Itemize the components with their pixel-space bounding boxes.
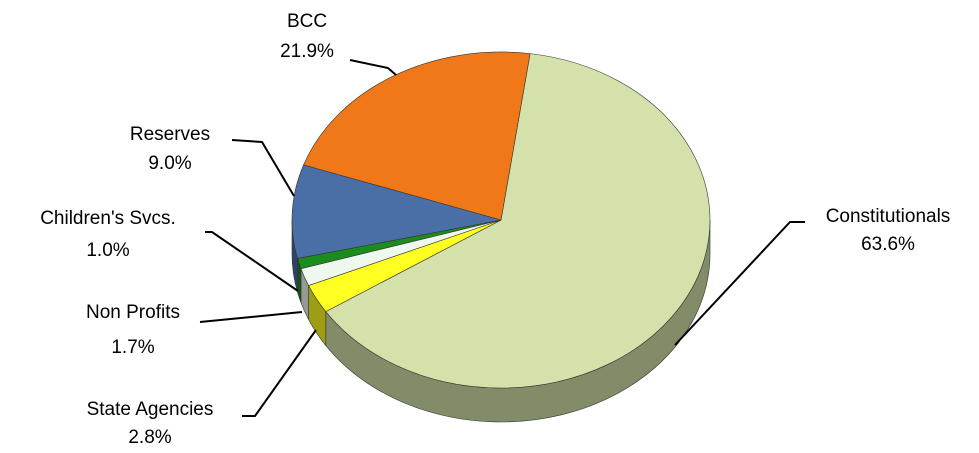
slice-label: State Agencies bbox=[87, 399, 214, 420]
leader-line bbox=[674, 221, 805, 346]
slice-value: 1.0% bbox=[86, 240, 129, 261]
slice-value: 2.8% bbox=[128, 427, 171, 448]
pie-slice bbox=[325, 53, 711, 389]
slice-label: Constitutionals bbox=[826, 206, 951, 227]
slice-label: BCC bbox=[287, 11, 327, 32]
leader-line bbox=[205, 231, 299, 292]
slice-value: 1.7% bbox=[111, 337, 154, 358]
leader-line bbox=[231, 139, 295, 197]
leader-line bbox=[242, 329, 317, 417]
slice-value: 9.0% bbox=[148, 153, 191, 174]
leader-line bbox=[349, 59, 397, 76]
pie-slice bbox=[291, 164, 502, 259]
slice-value: 63.6% bbox=[861, 234, 915, 255]
leader-line bbox=[199, 311, 303, 323]
slice-label: Reserves bbox=[130, 124, 210, 145]
slice-label: Children's Svcs. bbox=[40, 208, 176, 229]
pie-slice bbox=[303, 51, 531, 221]
slice-value: 21.9% bbox=[280, 41, 334, 62]
slice-label: Non Profits bbox=[86, 302, 180, 323]
